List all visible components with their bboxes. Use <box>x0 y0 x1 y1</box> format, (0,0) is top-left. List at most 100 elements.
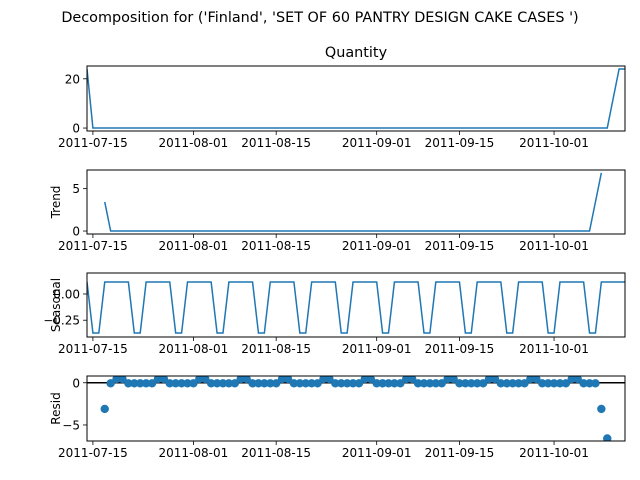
x-tick-label: 2011-08-15 <box>241 239 311 253</box>
resid-point <box>295 379 305 388</box>
series-observed <box>87 68 625 129</box>
resid-point <box>337 379 346 388</box>
panel-title: Quantity <box>325 45 388 61</box>
resid-point <box>136 379 145 388</box>
y-tick-label: −5 <box>62 418 80 432</box>
resid-point <box>218 379 228 388</box>
resid-point <box>384 379 393 388</box>
x-tick-label: 2011-07-15 <box>58 342 128 356</box>
resid-point <box>212 379 222 388</box>
resid-point <box>585 379 594 388</box>
resid-point <box>549 379 559 388</box>
resid-point <box>271 379 281 388</box>
resid-point <box>106 379 115 388</box>
resid-point <box>124 379 133 388</box>
series-resid <box>87 376 625 441</box>
resid-point <box>242 376 251 384</box>
x-tick-label: 2011-10-01 <box>519 446 589 460</box>
resid-point <box>449 376 458 384</box>
resid-point <box>147 379 157 388</box>
resid-point <box>520 379 529 388</box>
resid-point <box>496 379 506 388</box>
resid-point <box>342 379 352 388</box>
resid-point <box>171 379 180 388</box>
x-tick-label: 2011-09-01 <box>342 342 412 356</box>
panels-group: Quantity 2011-07-15 2011-08-01 2011-08-15 20… <box>43 45 626 460</box>
resid-point <box>354 379 364 388</box>
x-tick-label: 2011-09-01 <box>342 446 412 460</box>
series-trend <box>104 172 603 232</box>
y-tick-label: −0.25 <box>43 314 80 328</box>
x-tick-label: 2011-08-01 <box>159 136 229 150</box>
x-tick-label: 2011-10-01 <box>519 239 589 253</box>
resid-point <box>201 376 210 384</box>
x-tick-label: 2011-10-01 <box>519 342 589 356</box>
resid-point <box>419 379 429 388</box>
x-tick-label: 2011-08-15 <box>241 136 311 150</box>
resid-point <box>502 379 511 388</box>
resid-point <box>431 379 441 388</box>
resid-point <box>390 379 399 388</box>
resid-point <box>165 379 174 388</box>
y-tick-label: 0 <box>72 122 80 136</box>
y-axis-label: Trend <box>49 186 63 220</box>
x-tick-label: 2011-09-15 <box>425 342 495 356</box>
resid-point <box>289 379 299 388</box>
panel-observed: Quantity 2011-07-15 2011-08-01 2011-08-15 20… <box>58 45 626 150</box>
resid-point <box>455 379 464 388</box>
resid-point <box>301 379 310 388</box>
resid-point <box>378 379 387 388</box>
resid-point <box>372 379 381 388</box>
resid-point <box>407 376 417 384</box>
resid-point <box>490 376 500 384</box>
x-tick-label: 2011-09-15 <box>425 136 495 150</box>
resid-point <box>331 379 340 388</box>
x-tick-label: 2011-08-01 <box>159 446 229 460</box>
x-tick-label: 2011-10-01 <box>519 136 589 150</box>
resid-point <box>283 376 293 384</box>
figure-title: Decomposition for ('Finland', 'SET OF 60… <box>61 10 578 26</box>
x-tick-label: 2011-08-01 <box>159 239 229 253</box>
resid-point <box>248 379 257 388</box>
y-axis-label: Seasonal <box>49 278 63 332</box>
resid-point <box>118 376 127 384</box>
resid-point <box>555 379 565 388</box>
resid-point <box>473 379 482 388</box>
x-tick-label: 2011-09-15 <box>425 239 495 253</box>
resid-point <box>478 379 488 388</box>
panel-resid: Resid 2011-07-15 2011-08-01 2011-08-15 2011-… <box>49 375 626 460</box>
resid-point <box>396 379 405 388</box>
x-tick-label: 2011-09-01 <box>342 136 412 150</box>
resid-point <box>224 379 234 388</box>
resid-point <box>177 379 186 388</box>
resid-point <box>597 404 606 414</box>
resid-point <box>307 379 316 388</box>
y-axis-label: Resid <box>49 392 63 424</box>
resid-point <box>130 379 139 388</box>
resid-point <box>591 379 600 388</box>
axes-frame <box>86 169 626 235</box>
x-tick-label: 2011-09-01 <box>342 239 412 253</box>
x-tick-label: 2011-07-15 <box>58 239 128 253</box>
resid-point <box>325 376 334 384</box>
series-line <box>104 172 603 232</box>
resid-point <box>266 379 275 388</box>
y-tick-label: 5 <box>72 182 80 196</box>
resid-point <box>141 379 151 388</box>
x-tick-label: 2011-08-15 <box>241 446 311 460</box>
x-tick-label: 2011-09-15 <box>425 446 495 460</box>
resid-point <box>366 376 375 384</box>
series-line <box>87 68 625 129</box>
resid-point <box>254 379 263 388</box>
axes-frame <box>86 65 626 132</box>
resid-point <box>206 379 216 388</box>
resid-point <box>514 379 523 388</box>
resid-point <box>508 379 517 388</box>
y-tick-label: 0.00 <box>53 287 80 301</box>
resid-point <box>348 379 358 388</box>
resid-point <box>532 376 541 384</box>
resid-point <box>189 379 198 388</box>
axes-frame <box>86 375 626 442</box>
y-tick-label: 0 <box>72 225 80 239</box>
